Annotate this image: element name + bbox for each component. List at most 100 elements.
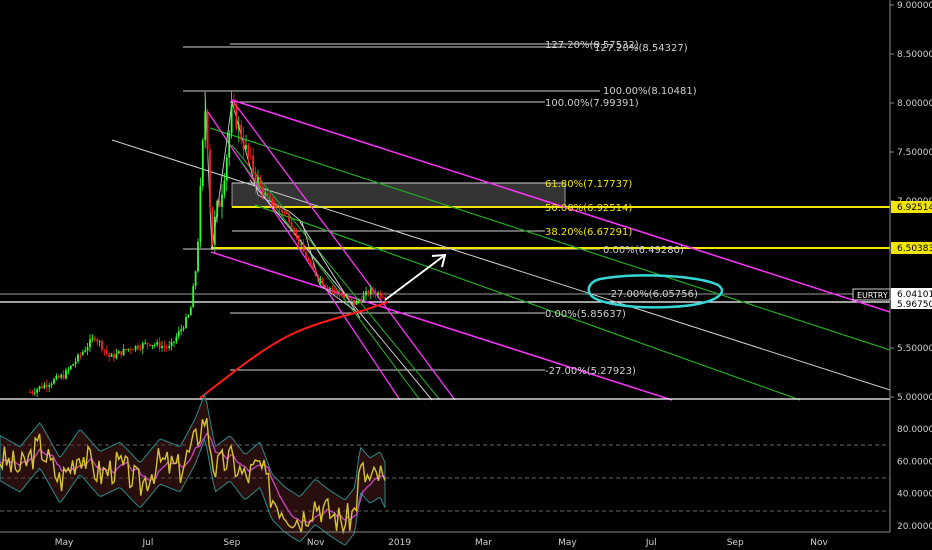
candle-body: [348, 296, 351, 299]
time-axis[interactable]: May Jul Sep Nov 2019 Mar May Jul Sep Nov: [0, 531, 890, 548]
candle-body: [345, 296, 348, 298]
candle-body: [120, 351, 123, 356]
candle-body: [134, 345, 137, 350]
candle-body: [326, 286, 329, 289]
fib-label-0-a: 0.00%(6.49280): [603, 245, 684, 256]
candle-body: [309, 261, 312, 265]
candle-body: [252, 155, 255, 173]
candle-body: [302, 244, 305, 252]
candle-body: [194, 271, 197, 286]
candle-body: [201, 140, 204, 186]
candle-body: [180, 329, 183, 332]
candle-body: [329, 288, 331, 290]
fan-green-1: [231, 144, 441, 401]
candle-body: [170, 341, 173, 346]
badge-5.96750-bg: [891, 298, 932, 309]
candle-body: [206, 111, 209, 150]
price-tick-label: 5.50000: [897, 344, 932, 354]
candle-body: [158, 342, 161, 349]
candle-body: [297, 235, 300, 245]
candle-body: [77, 354, 79, 362]
candle-body: [36, 389, 39, 393]
candle-body: [91, 337, 94, 340]
candle-body: [96, 339, 99, 342]
candle-body: [187, 315, 190, 318]
candle-body: [360, 300, 363, 302]
candle-body: [55, 375, 58, 380]
candle-body: [86, 347, 89, 351]
candle-body: [144, 342, 147, 344]
candle-body: [331, 288, 334, 290]
price-tick-label: 8.50000: [897, 50, 932, 60]
candle-body: [240, 124, 243, 140]
candle-body: [122, 348, 125, 356]
candle-body: [372, 288, 375, 293]
time-label: Sep: [223, 538, 240, 548]
candle-body: [53, 379, 55, 384]
candle-body: [269, 195, 271, 198]
candle-body: [125, 348, 127, 351]
candle-body: [307, 258, 310, 262]
candle-body: [254, 172, 257, 183]
candle-body: [377, 292, 379, 295]
price-tick-label: 7.50000: [897, 148, 932, 158]
candle-body: [338, 292, 341, 296]
candle-body: [105, 350, 108, 354]
osc-tick-label: 40.0000: [897, 490, 932, 500]
price-tick-label: 5.00000: [897, 393, 932, 403]
candle-body: [117, 351, 120, 354]
candle-body: [93, 337, 96, 340]
candle-body: [350, 298, 353, 300]
candle-body: [273, 204, 276, 207]
candle-body: [276, 206, 279, 208]
forecast-arrow: [384, 253, 447, 301]
candle-body: [101, 341, 103, 350]
candle-body: [60, 374, 63, 378]
candle-body: [367, 291, 370, 295]
time-label: May: [55, 538, 74, 548]
candle-body: [379, 292, 382, 297]
time-label: May: [558, 538, 577, 548]
candle-body: [163, 346, 166, 348]
fib-labels: 127.20%(8.57532) 127.20%(8.54327) 100.00…: [545, 40, 698, 377]
price-axis[interactable]: 9.000008.500008.000007.500007.000006.500…: [852, 0, 932, 532]
osc-rsi-line: [0, 418, 386, 535]
fib-label-neg27-a: -27.00%(6.05756): [607, 289, 698, 300]
candle-body: [235, 106, 238, 129]
candle-body: [168, 345, 171, 348]
candle-body: [151, 345, 154, 347]
candle-body: [127, 348, 130, 351]
candle-body: [381, 296, 384, 298]
candle-body: [110, 354, 113, 357]
candle-body: [228, 133, 231, 158]
candle-body: [108, 353, 111, 357]
candle-body: [321, 278, 324, 285]
osc-tick-label: 60.0000: [897, 457, 932, 467]
magenta-channel-bottom: [210, 251, 673, 401]
candle-body: [67, 369, 70, 371]
candle-body: [98, 341, 101, 343]
candle-body: [293, 227, 295, 234]
candle-body: [225, 157, 228, 181]
candle-body: [317, 275, 319, 280]
badge-5.96750: 5.96750: [897, 300, 932, 310]
candle-body: [259, 177, 262, 187]
candle-body: [72, 364, 75, 366]
fib-label-50: 50.00%(6.92514): [545, 203, 632, 214]
candle-body: [141, 343, 144, 349]
osc-tick-label: 20.0000: [897, 522, 932, 532]
candle-body: [336, 289, 339, 293]
candle-body: [161, 346, 163, 349]
symbol-tag: EURTRY: [857, 291, 888, 300]
candle-body: [209, 149, 211, 208]
candle-body: [305, 251, 307, 259]
candle-body: [43, 384, 46, 389]
fib-label-127-b: 127.20%(8.54327): [594, 43, 688, 54]
candle-body: [165, 346, 168, 348]
candle-body: [81, 352, 84, 355]
badge-6.92514-bg: [891, 201, 932, 213]
candle-body: [233, 104, 235, 107]
fan-magenta-1: [231, 99, 456, 401]
candle-body: [29, 392, 31, 394]
